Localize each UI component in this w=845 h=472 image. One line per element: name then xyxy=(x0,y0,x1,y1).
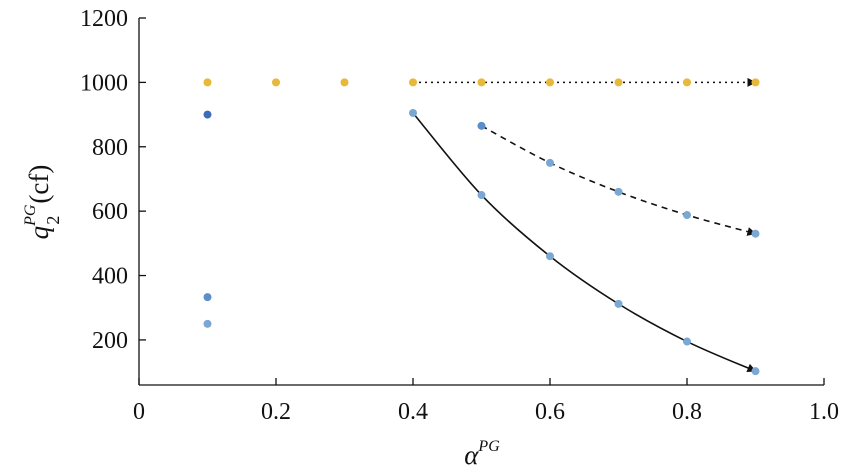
data-point xyxy=(751,229,760,238)
y-axis-label-base: q xyxy=(24,226,54,240)
data-point xyxy=(751,78,760,87)
data-point xyxy=(683,337,691,346)
data-point xyxy=(546,252,554,261)
data-point xyxy=(614,78,623,87)
solid-trend-line xyxy=(412,112,757,373)
data-point xyxy=(477,191,486,200)
data-point xyxy=(751,367,760,376)
trend-lines xyxy=(412,77,757,373)
data-point xyxy=(683,211,691,220)
x-tick-label: 0.2 xyxy=(261,399,291,425)
dashed-trend-line xyxy=(481,125,757,236)
data-point xyxy=(272,78,280,87)
x-axis-label-base: α xyxy=(464,440,479,470)
y-tick-label: 200 xyxy=(92,328,128,354)
y-tick-label: 800 xyxy=(92,135,128,161)
x-tick-label: 0 xyxy=(133,399,145,425)
y-axis-label-sup: PG xyxy=(22,204,39,227)
x-tick-label: 0.4 xyxy=(398,399,428,425)
data-point xyxy=(546,158,554,167)
x-axis-label-sup: PG xyxy=(477,438,500,455)
x-axis-label: αPG xyxy=(464,438,500,470)
data-point xyxy=(340,78,349,87)
data-point xyxy=(203,319,212,328)
data-point xyxy=(203,110,212,119)
data-point xyxy=(409,108,417,117)
data-point xyxy=(477,121,486,130)
data-point xyxy=(546,78,554,87)
data-point xyxy=(477,78,486,87)
data-point xyxy=(614,187,623,196)
y-axis-label-unit: (cf) xyxy=(24,165,54,204)
axes xyxy=(138,18,824,386)
x-tick-label: 1.0 xyxy=(809,399,839,425)
data-point xyxy=(683,78,691,87)
data-point xyxy=(409,78,417,87)
y-tick-label: 400 xyxy=(92,264,128,290)
y-axis-label: qPG 2 (cf) xyxy=(22,165,63,240)
data-point xyxy=(203,78,212,87)
y-tick-label: 600 xyxy=(92,199,128,225)
y-tick-label: 1000 xyxy=(80,70,128,96)
ticks: 0 0.2 0.4 0.6 0.8 1.0 200 400 600 800 1000 1200 xyxy=(80,6,839,425)
data-point xyxy=(203,293,212,302)
x-tick-label: 0.8 xyxy=(672,399,702,425)
y-tick-label: 1200 xyxy=(80,6,128,32)
y-axis-label-sub: 2 xyxy=(43,216,63,225)
data-point xyxy=(614,299,623,308)
x-tick-label: 0.6 xyxy=(535,399,565,425)
data-points xyxy=(203,78,760,376)
